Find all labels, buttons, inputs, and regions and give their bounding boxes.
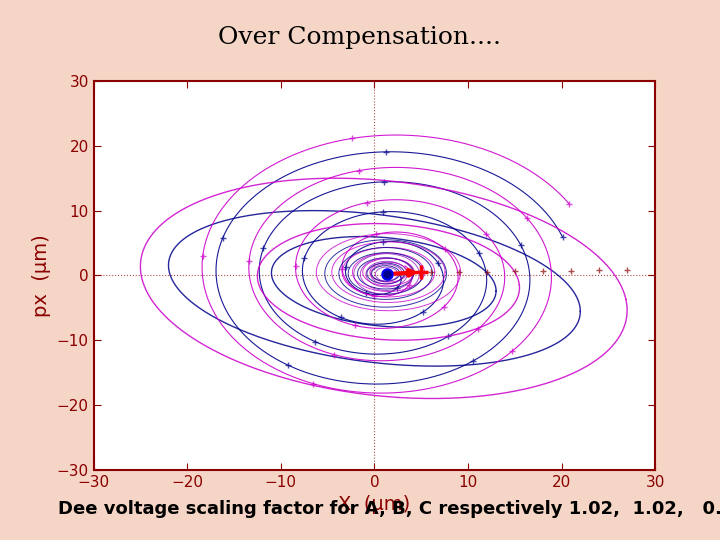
Text: Dee voltage scaling factor for A, B, C respectively 1.02,  1.02,   0.97: Dee voltage scaling factor for A, B, C r…: [58, 501, 720, 518]
Y-axis label: px  (μm): px (μm): [32, 234, 51, 317]
Text: Over Compensation....: Over Compensation....: [218, 25, 502, 49]
X-axis label: X  (μm): X (μm): [338, 495, 410, 514]
